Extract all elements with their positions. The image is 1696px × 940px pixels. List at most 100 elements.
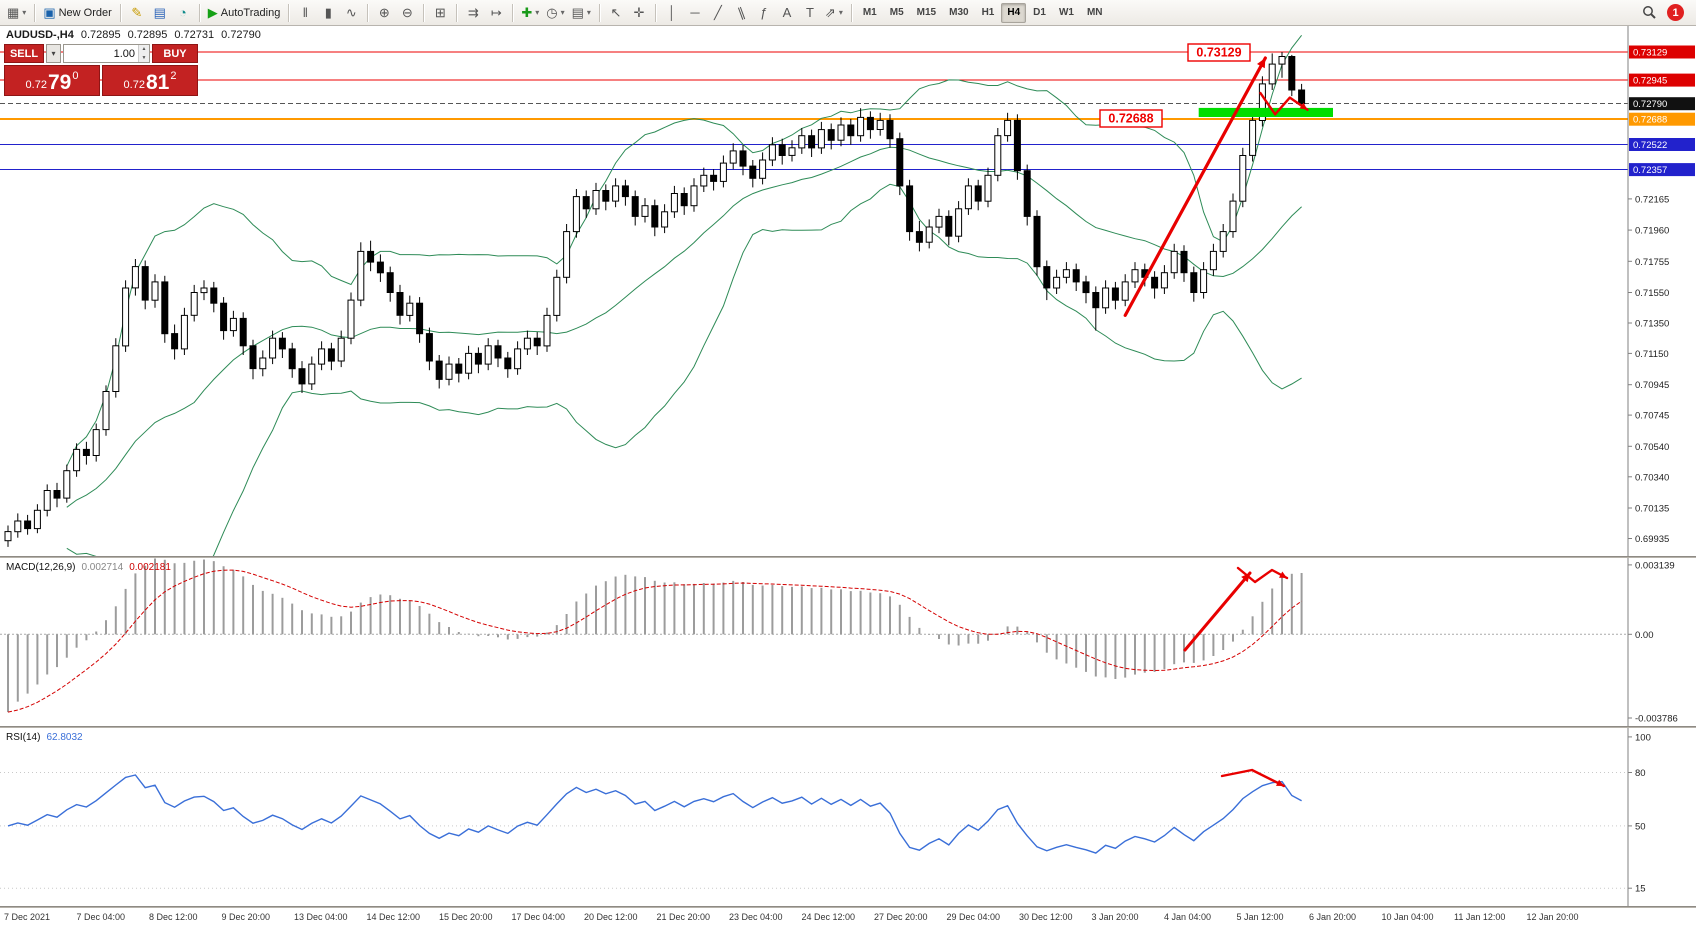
bid-price-prefix: 0.72 — [25, 79, 47, 91]
line-chart-icon: ∿ — [345, 5, 357, 20]
fibonacci-icon: ƒ — [760, 5, 768, 20]
market-watch-button[interactable]: ▤ — [149, 2, 171, 24]
auto-scroll-button[interactable]: ⇉ — [462, 2, 484, 24]
timeframe-mn-button[interactable]: MN — [1086, 7, 1103, 18]
timeframe-m15-button[interactable]: M15 — [916, 7, 937, 18]
text-label-icon: T — [805, 5, 814, 20]
ask-price-sup: 2 — [170, 70, 177, 82]
crosshair-button[interactable]: ✛ — [628, 2, 650, 24]
cursor-button[interactable]: ↖ — [605, 2, 627, 24]
indicators-dropdown-icon: ▾ — [535, 8, 540, 17]
pane-splitter[interactable] — [0, 726, 1696, 728]
candlestick-chart-button[interactable]: ▮ — [317, 2, 339, 24]
notifications-badge[interactable]: 1 — [1667, 4, 1684, 21]
tile-windows-icon: ⊞ — [434, 5, 446, 20]
tile-windows-button[interactable]: ⊞ — [429, 2, 451, 24]
toolbar-separator — [850, 3, 852, 22]
periods-icon: ◷ — [546, 5, 558, 20]
sell-button[interactable]: SELL — [4, 44, 44, 63]
strategy-tester-button[interactable]: ◔ — [172, 2, 194, 24]
macd-pane[interactable]: 0.003139 0.00 -0.003786 — [0, 558, 1696, 726]
timeframe-m5-button[interactable]: M5 — [889, 7, 904, 18]
svg-text:0.73129: 0.73129 — [1633, 48, 1667, 59]
equidistant-channel-button[interactable]: ∥ — [730, 2, 752, 24]
crosshair-icon: ✛ — [633, 5, 645, 20]
volume-increase-button[interactable]: ▲ — [139, 45, 149, 54]
vertical-line-button[interactable]: │ — [661, 2, 683, 24]
price-chart[interactable]: 0.73129 0.72688 0.72165 0.71960 0.71755 0.715… — [0, 26, 1696, 556]
fibonacci-button[interactable]: ƒ — [753, 2, 775, 24]
templates-dropdown-icon: ▾ — [586, 8, 591, 17]
svg-text:80: 80 — [1635, 768, 1646, 779]
symbol-timeframe-label: AUDUSD-,H4 — [6, 29, 74, 41]
buy-button[interactable]: BUY — [152, 44, 198, 63]
svg-text:0.72688: 0.72688 — [1108, 112, 1153, 126]
arrows-icon: ⇗ — [824, 5, 836, 20]
timeframe-m30-button[interactable]: M30 — [949, 7, 969, 18]
svg-text:0.72165: 0.72165 — [1635, 194, 1669, 205]
auto-scroll-icon: ⇉ — [467, 5, 479, 20]
macd-indicator-label: MACD(12,26,9) 0.002714 0.002181 — [6, 562, 171, 573]
time-label: 30 Dec 12:00 — [1019, 912, 1073, 922]
trade-panel-controls: SELL ▾ 1.00 ▲ ▼ BUY — [4, 44, 198, 63]
time-axis[interactable]: 7 Dec 2021 7 Dec 04:00 8 Dec 12:00 9 Dec 20… — [0, 908, 1696, 940]
indicators-button[interactable]: ✚ ▾ — [518, 2, 542, 24]
time-label: 17 Dec 04:00 — [511, 912, 566, 922]
sell-price-button[interactable]: 0.72 79 0 — [4, 65, 100, 96]
strategy-tester-icon: ◔ — [178, 5, 187, 20]
buy-price-button[interactable]: 0.72 81 2 — [102, 65, 198, 96]
zoom-out-button[interactable]: ⊖ — [396, 2, 418, 24]
svg-text:0.71550: 0.71550 — [1635, 288, 1669, 299]
search-button[interactable] — [1638, 2, 1660, 24]
ask-price-prefix: 0.72 — [123, 79, 145, 91]
trade-panel-dropdown[interactable]: ▾ — [46, 44, 61, 63]
zoom-in-button[interactable]: ⊕ — [373, 2, 395, 24]
time-label: 27 Dec 20:00 — [874, 912, 928, 922]
templates-button[interactable]: ▤ ▾ — [569, 2, 594, 24]
timeframe-w1-button[interactable]: W1 — [1058, 7, 1074, 18]
line-chart-button[interactable]: ∿ — [340, 2, 362, 24]
time-label: 6 Jan 20:00 — [1309, 912, 1357, 922]
timeframe-h4-button[interactable]: H4 — [1001, 2, 1027, 23]
bar-chart-icon: ‖ — [302, 5, 309, 20]
pane-splitter[interactable] — [0, 556, 1696, 558]
new-chart-button[interactable]: ▦ ▾ — [4, 2, 29, 24]
volume-field[interactable]: 1.00 ▲ ▼ — [63, 44, 150, 63]
arrows-button[interactable]: ⇗ ▾ — [822, 2, 846, 24]
toolbar-separator — [288, 3, 290, 22]
zoom-in-icon: ⊕ — [378, 5, 390, 20]
market-watch-icon: ▤ — [153, 5, 166, 20]
horizontal-line-button[interactable]: ─ — [684, 2, 706, 24]
new-order-label: New Order — [58, 6, 112, 19]
autotrading-button[interactable]: ▶ AutoTrading — [205, 2, 284, 24]
svg-text:0.72522: 0.72522 — [1633, 140, 1667, 151]
time-label: 8 Dec 12:00 — [149, 912, 198, 922]
chart-shift-icon: ↦ — [490, 5, 502, 20]
trendline-button[interactable]: ╱ — [707, 2, 729, 24]
bid-price-sup: 0 — [72, 70, 79, 82]
timeframe-d1-button[interactable]: D1 — [1033, 7, 1046, 18]
timeframe-h1-button[interactable]: H1 — [981, 7, 995, 18]
toolbar-separator — [512, 3, 514, 22]
chart-header: AUDUSD-,H4 0.72895 0.72895 0.72731 0.727… — [6, 29, 261, 41]
new-chart-dropdown-icon: ▾ — [22, 8, 27, 17]
text-label-button[interactable]: T — [799, 2, 821, 24]
volume-decrease-button[interactable]: ▼ — [139, 53, 149, 62]
bar-chart-button[interactable]: ‖ — [294, 2, 316, 24]
macd-main-value: 0.002714 — [81, 562, 124, 573]
bid-price-big: 79 — [47, 71, 72, 94]
text-button[interactable]: A — [776, 2, 798, 24]
timeframe-m1-button[interactable]: M1 — [862, 7, 877, 18]
svg-text:0.70135: 0.70135 — [1635, 504, 1669, 515]
svg-text:0.70745: 0.70745 — [1635, 411, 1669, 422]
periods-dropdown-icon: ▾ — [560, 8, 565, 17]
periods-button[interactable]: ◷ ▾ — [543, 2, 567, 24]
high-value: 0.72895 — [127, 29, 168, 41]
new-order-button[interactable]: ▣ New Order — [40, 2, 114, 24]
close-value: 0.72790 — [221, 29, 261, 41]
metaeditor-button[interactable]: ✎ — [126, 2, 148, 24]
rsi-indicator-label: RSI(14) 62.8032 — [6, 732, 83, 743]
rsi-pane[interactable]: 100 80 50 15 — [0, 728, 1696, 906]
chart-shift-button[interactable]: ↦ — [485, 2, 507, 24]
macd-signal-value: 0.002181 — [129, 562, 171, 573]
